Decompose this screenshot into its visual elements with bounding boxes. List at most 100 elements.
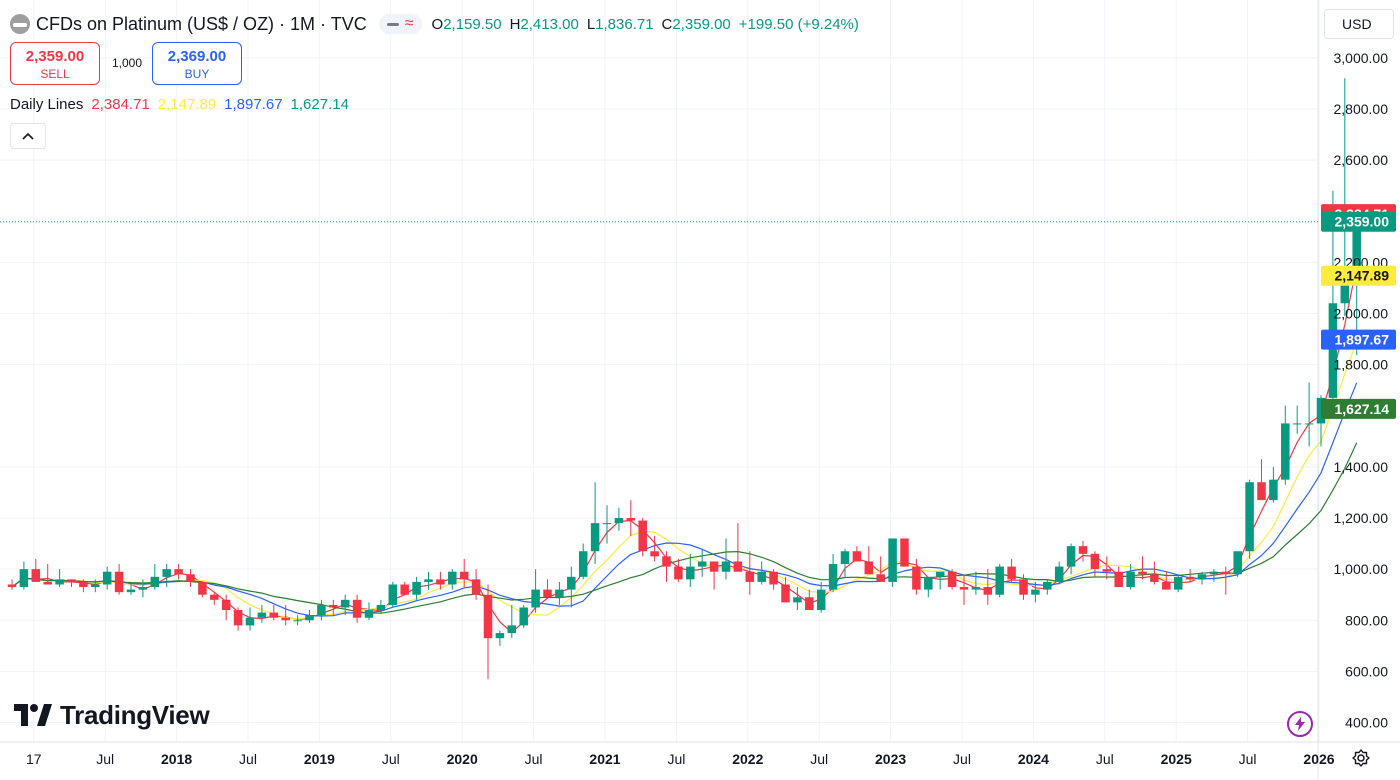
- candle-body: [1114, 571, 1123, 588]
- line2-price-badge-text: 2,147.89: [1335, 268, 1390, 284]
- x-tick-label: 2025: [1161, 751, 1192, 767]
- platinum-symbol-icon[interactable]: [10, 14, 30, 34]
- candle-body: [329, 604, 338, 608]
- buy-button[interactable]: 2,369.00 BUY: [152, 42, 242, 85]
- candle-body: [1281, 423, 1290, 480]
- indicator-legend[interactable]: Daily Lines 2,384.71 2,147.89 1,897.67 1…: [10, 96, 349, 113]
- candle-body: [1233, 551, 1242, 575]
- candle-body: [733, 561, 743, 572]
- indicator-value-3: 1,897.67: [224, 96, 283, 113]
- ohlc-high: H2,413.00: [509, 15, 579, 33]
- y-tick-label: 800.00: [1345, 612, 1388, 628]
- candle-body: [912, 566, 921, 590]
- candle-body: [543, 589, 552, 598]
- indicator-value-2: 2,147.89: [157, 96, 217, 113]
- candle-body: [888, 538, 897, 582]
- line2-price-badge: [1321, 265, 1396, 286]
- candle-body: [614, 518, 624, 524]
- brand-name: TradingView: [60, 699, 210, 730]
- candle-body: [43, 581, 52, 585]
- candle-body: [1043, 581, 1052, 590]
- candle-body: [305, 615, 314, 621]
- y-tick-label: 1,200.00: [1334, 510, 1389, 526]
- ohlc-values: O2,159.50 H2,413.00 L1,836.71 C2,359.00 …: [432, 16, 859, 33]
- ma-line-4: [11, 442, 1358, 614]
- series-visibility-pill[interactable]: ≈: [378, 14, 422, 34]
- x-tick-label: Jul: [1096, 751, 1114, 767]
- candle-body: [626, 518, 636, 521]
- candle-body: [1138, 571, 1147, 575]
- y-tick-label: 3,000.00: [1334, 50, 1389, 66]
- candle-body: [900, 538, 909, 567]
- candle-body: [257, 612, 267, 618]
- candle-body: [1007, 566, 1016, 580]
- candle-body: [1173, 576, 1183, 590]
- candle-body: [114, 571, 124, 593]
- time-axis[interactable]: 17 Jul 2018 Jul 2019 Jul 2020 Jul 2021 Jul 2022 Jul…: [26, 751, 1335, 767]
- y-tick-label: 1,400.00: [1334, 459, 1389, 475]
- line4-price-badge-text: 1,627.14: [1335, 401, 1390, 417]
- current-price-badge-text: 2,359.00: [1335, 214, 1390, 230]
- candle-body: [567, 576, 576, 590]
- x-tick-label: Jul: [239, 751, 257, 767]
- candle-body: [376, 604, 386, 611]
- candle-body: [721, 561, 731, 572]
- ma-line-2: [11, 340, 1358, 620]
- candle-body: [210, 594, 219, 600]
- x-tick-label: Jul: [525, 751, 543, 767]
- candle-body: [55, 579, 64, 585]
- y-tick-label: 2,800.00: [1334, 101, 1389, 117]
- ohlc-change: +199.50 (+9.24%): [738, 15, 859, 33]
- candle-body: [269, 612, 279, 618]
- candle-body: [1304, 423, 1314, 425]
- candle-body: [138, 587, 148, 590]
- candle-body: [864, 561, 874, 575]
- currency-selector[interactable]: USD: [1324, 9, 1394, 39]
- candle-body: [31, 569, 41, 582]
- candle-body: [1257, 482, 1266, 501]
- line3-price-badge-text: 1,897.67: [1335, 332, 1390, 348]
- indicator-value-4: 1,627.14: [290, 96, 349, 113]
- x-tick-label: 2021: [589, 751, 620, 767]
- candle-body: [1102, 569, 1112, 572]
- minus-icon: [386, 22, 399, 26]
- line4-price-badge: [1321, 398, 1396, 419]
- candle-body: [578, 551, 588, 577]
- candle-body: [19, 569, 29, 588]
- candle-body: [507, 625, 517, 634]
- candle-body: [245, 617, 255, 626]
- settings-gear-icon[interactable]: [1350, 747, 1372, 769]
- candle-body: [519, 607, 528, 626]
- candle-body: [79, 581, 88, 588]
- candle-body: [448, 571, 457, 585]
- lightning-icon[interactable]: [1287, 711, 1313, 737]
- x-tick-label: Jul: [1239, 751, 1257, 767]
- candle-body: [840, 551, 850, 565]
- candle-body: [781, 584, 790, 603]
- sell-button[interactable]: 2,359.00 SELL: [10, 42, 100, 85]
- x-tick-label: Jul: [667, 751, 685, 767]
- sell-label: SELL: [40, 67, 70, 81]
- x-tick-label: 2026: [1303, 751, 1334, 767]
- tradingview-logo[interactable]: TradingView: [14, 699, 210, 730]
- collapse-legend-button[interactable]: [10, 123, 46, 149]
- line3-price-badge: [1321, 329, 1396, 350]
- candle-body: [555, 589, 564, 598]
- candle-body: [293, 620, 302, 622]
- x-tick-label: 2019: [304, 751, 335, 767]
- candle-body: [662, 556, 671, 567]
- x-tick-label: 2024: [1018, 751, 1049, 767]
- candle-body: [1245, 482, 1254, 552]
- candle-body: [1150, 574, 1159, 582]
- candle-body: [102, 571, 112, 585]
- candle-body: [91, 584, 100, 588]
- candle-body: [317, 604, 326, 616]
- x-tick-label: Jul: [382, 751, 400, 767]
- y-tick-label: 1,000.00: [1334, 561, 1389, 577]
- symbol-title[interactable]: CFDs on Platinum (US$ / OZ) · 1M · TVC: [36, 13, 367, 34]
- ohlc-low: L1,836.71: [586, 15, 654, 33]
- ma-line-3: [11, 382, 1358, 617]
- candle-body: [221, 599, 231, 611]
- price-axis[interactable]: 3,000.002,800.002,600.002,200.002,000.00…: [1334, 50, 1389, 731]
